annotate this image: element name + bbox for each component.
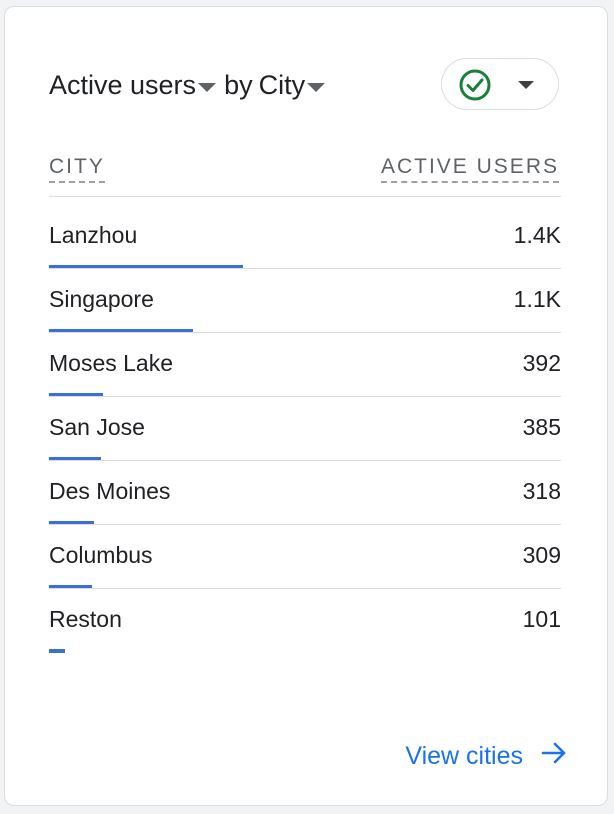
row-divider [49, 332, 561, 333]
city-name: Moses Lake [49, 350, 174, 376]
city-name: Des Moines [49, 478, 171, 504]
card-title: Active users by City [49, 65, 326, 105]
city-name: Reston [49, 606, 122, 632]
city-name: Lanzhou [49, 222, 138, 248]
view-cities-link[interactable]: View cities [405, 741, 567, 772]
check-circle-icon [458, 68, 492, 102]
value-bar [49, 329, 193, 333]
city-name: Columbus [49, 542, 153, 568]
value-bar [49, 521, 94, 525]
metric-label: Active users [49, 69, 197, 100]
arrow-right-icon [541, 741, 567, 772]
value-bar [49, 585, 92, 589]
value-bar [49, 265, 243, 269]
row-divider [49, 588, 561, 589]
city-name: San Jose [49, 414, 145, 440]
active-users-by-city-card: Active users by City CITY ACTIVE USERS L… [4, 6, 608, 806]
active-users-value: 101 [522, 606, 561, 632]
column-header-city[interactable]: CITY [49, 155, 105, 183]
table-row[interactable]: Lanzhou 1.4K [49, 205, 561, 269]
active-users-value: 385 [522, 414, 561, 440]
value-bar [49, 393, 103, 397]
row-divider [49, 524, 561, 525]
metric-selector[interactable]: Active users [49, 69, 217, 101]
row-divider [49, 268, 561, 269]
header-divider [49, 196, 561, 197]
table-row[interactable]: San Jose 385 [49, 397, 561, 461]
value-bar [49, 457, 101, 461]
table-row[interactable]: Reston 101 [49, 589, 561, 653]
city-table: Lanzhou 1.4K Singapore 1.1K Moses Lake 3… [49, 205, 561, 653]
dimension-selector[interactable]: City [259, 70, 326, 101]
by-label: by [224, 69, 253, 100]
table-row[interactable]: Moses Lake 392 [49, 333, 561, 397]
view-cities-label: View cities [405, 742, 523, 770]
active-users-value: 392 [522, 350, 561, 376]
chevron-down-icon [198, 82, 217, 92]
active-users-value: 318 [522, 478, 561, 504]
row-divider [49, 460, 561, 461]
table-row[interactable]: Singapore 1.1K [49, 269, 561, 333]
chevron-down-icon [307, 82, 326, 92]
city-name: Singapore [49, 286, 154, 312]
table-row[interactable]: Des Moines 318 [49, 461, 561, 525]
table-row[interactable]: Columbus 309 [49, 525, 561, 589]
value-bar [49, 649, 65, 653]
active-users-value: 1.4K [513, 222, 561, 248]
row-divider [49, 396, 561, 397]
active-users-value: 309 [522, 542, 561, 568]
active-users-value: 1.1K [513, 286, 561, 312]
column-header-active-users[interactable]: ACTIVE USERS [380, 155, 559, 183]
chevron-down-icon [518, 81, 534, 89]
dimension-label: City [258, 69, 306, 100]
data-quality-dropdown[interactable] [441, 58, 559, 110]
